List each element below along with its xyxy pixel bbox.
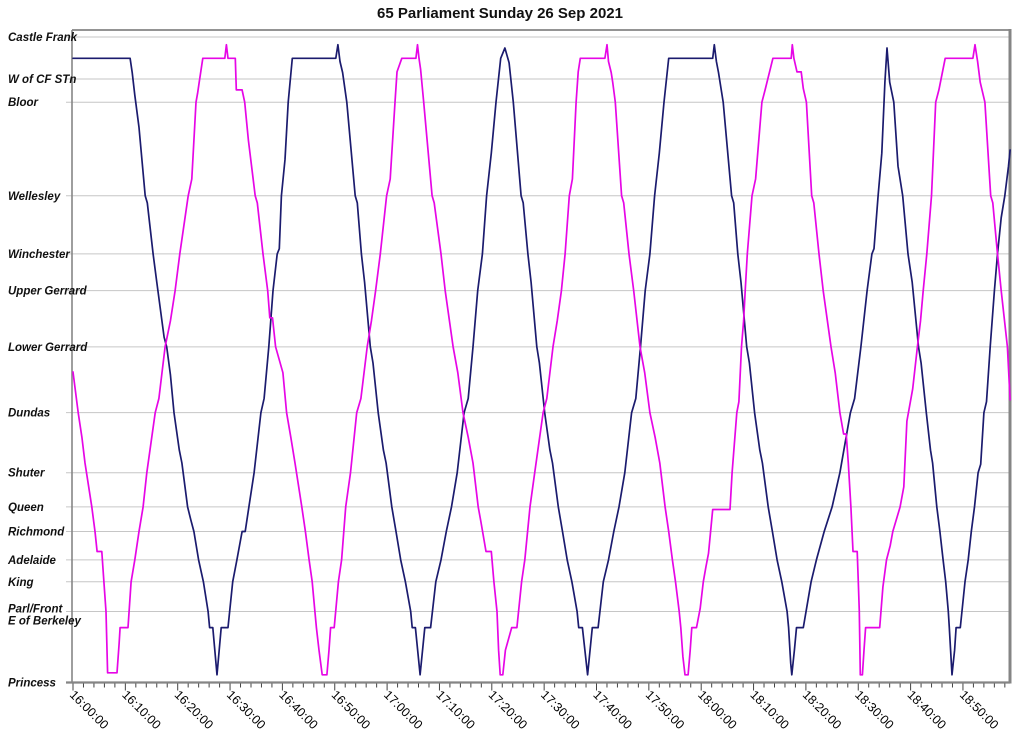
x-tick-label: 17:00:00	[381, 688, 425, 732]
chart-title: 65 Parliament Sunday 26 Sep 2021	[377, 5, 623, 22]
stop-label: Upper Gerrard	[8, 286, 88, 298]
stop-label: Bloor	[8, 97, 39, 109]
stop-label: Parl/Front E of Berkeley	[8, 603, 81, 627]
x-tick-label: 16:40:00	[276, 688, 320, 732]
x-tick-label: 16:10:00	[119, 688, 163, 732]
series-navy-line	[72, 43, 1011, 676]
x-tick-label: 18:40:00	[904, 688, 948, 732]
x-tick-label: 17:40:00	[590, 688, 634, 732]
x-tick-label: 17:50:00	[643, 688, 687, 732]
x-tick-label: 17:10:00	[433, 688, 477, 732]
stop-label: Dundas	[8, 408, 50, 420]
series-magenta-line	[72, 43, 1011, 676]
x-tick-label: 17:30:00	[538, 688, 582, 732]
stop-label: Shuter	[8, 468, 45, 480]
x-tick-label: 17:20:00	[486, 688, 530, 732]
x-tick-label: 16:20:00	[172, 688, 216, 732]
stop-label: Princess	[8, 678, 56, 690]
stop-label: Castle Frank	[8, 32, 78, 44]
stop-label: Lower Gerrard	[8, 342, 88, 354]
stop-label: Winchester	[8, 249, 70, 261]
stop-label: W of CF STn	[8, 74, 76, 86]
stop-label: Queen	[8, 502, 44, 514]
x-tick-label: 18:50:00	[957, 688, 1001, 732]
x-tick-label: 16:50:00	[329, 688, 373, 732]
stop-label: Richmond	[8, 526, 65, 538]
x-tick-label: 18:30:00	[852, 688, 896, 732]
stop-label: Adelaide	[7, 555, 57, 567]
x-tick-label: 18:00:00	[695, 688, 739, 732]
x-tick-label: 16:30:00	[224, 688, 268, 732]
x-tick-label: 18:10:00	[747, 688, 791, 732]
stop-label: Wellesley	[8, 191, 61, 203]
x-tick-label: 18:20:00	[800, 688, 844, 732]
x-tick-label: 16:00:00	[67, 688, 111, 732]
stop-label: King	[8, 577, 34, 589]
